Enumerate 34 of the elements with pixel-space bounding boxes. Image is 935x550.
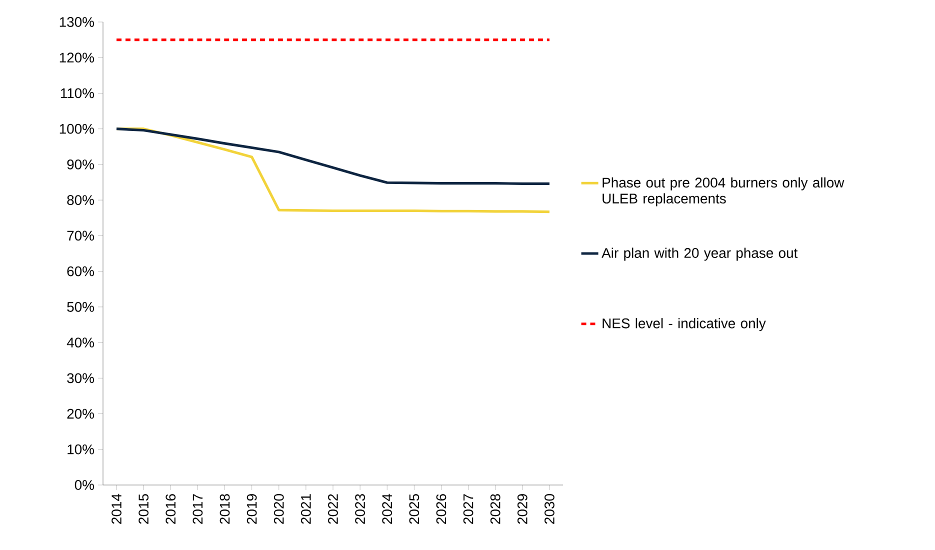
y-tick-label: 10% xyxy=(68,444,94,454)
legend-label: Phase out pre 2004 burners only allow ULEB replacements xyxy=(602,177,844,206)
y-tick-label: 130% xyxy=(60,17,94,27)
x-tick-label: 2017 xyxy=(192,494,203,524)
x-tick-label: 2018 xyxy=(220,494,230,524)
x-tick-label: 2029 xyxy=(517,494,528,524)
y-tick-label: 100% xyxy=(60,124,94,134)
x-tick-label: 2022 xyxy=(328,494,338,524)
legend-label: Air plan with 20 year phase out xyxy=(602,248,798,261)
x-tick-label: 2019 xyxy=(246,494,257,524)
y-tick-label: 70% xyxy=(67,230,94,241)
x-tick-label: 2021 xyxy=(300,494,311,524)
x-tick-label: 2023 xyxy=(355,494,366,524)
y-tick-label: 110% xyxy=(60,88,94,98)
x-tick-label: 2026 xyxy=(436,494,446,524)
x-tick-label: 2024 xyxy=(382,494,392,524)
y-tick-label: 50% xyxy=(67,302,94,312)
y-tick-label: 20% xyxy=(67,408,94,419)
x-tick-label: 2016 xyxy=(166,494,176,524)
x-tick-label: 2027 xyxy=(463,494,474,524)
y-tick-label: 120% xyxy=(60,52,94,63)
x-tick-label: 2030 xyxy=(544,494,554,524)
y-tick-label: 90% xyxy=(67,160,94,170)
y-tick-label: 80% xyxy=(67,195,94,206)
x-tick-label: 2020 xyxy=(274,494,284,524)
y-tick-label: 0% xyxy=(74,480,94,490)
x-tick-label: 2014 xyxy=(112,494,122,524)
y-tick-label: 60% xyxy=(67,266,94,276)
y-tick-label: 40% xyxy=(66,338,94,348)
y-tick-label: 30% xyxy=(67,373,94,384)
x-tick-label: 2028 xyxy=(490,494,500,524)
legend-label: NES level - indicative only xyxy=(602,318,766,332)
x-tick-label: 2015 xyxy=(138,494,149,524)
x-tick-label: 2025 xyxy=(409,494,420,524)
